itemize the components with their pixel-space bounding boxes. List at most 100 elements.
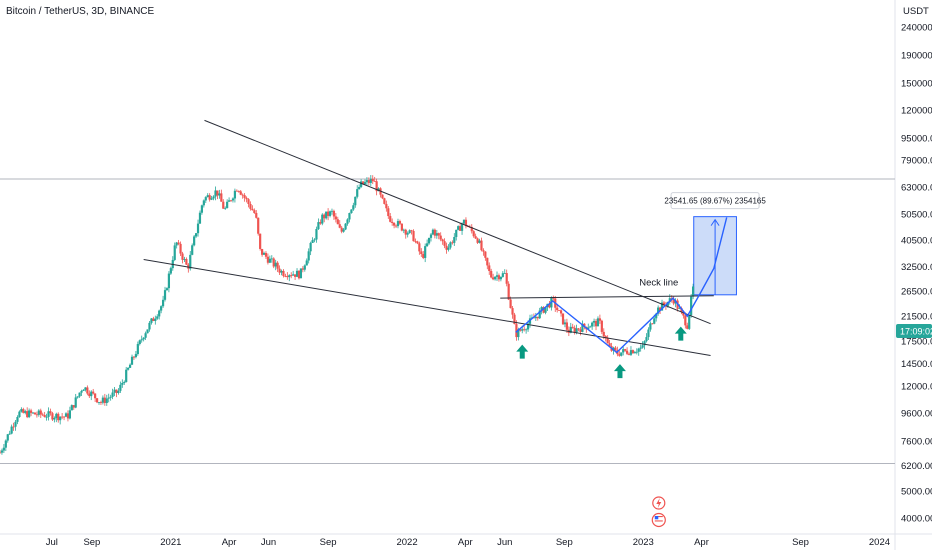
candle-body <box>587 327 590 330</box>
candle-body <box>253 210 256 213</box>
candle-body <box>354 196 357 206</box>
candle-body <box>72 405 75 408</box>
candle-body <box>95 398 99 403</box>
candle-body <box>49 411 52 414</box>
candle-body <box>161 299 165 307</box>
candle-body <box>224 207 227 209</box>
candle-body <box>600 320 603 332</box>
projection-arrowhead <box>710 218 720 226</box>
time-tick-label: 2023 <box>633 537 654 548</box>
candle-body <box>453 236 456 243</box>
candle-body <box>247 199 250 204</box>
trendline-group[interactable] <box>143 119 714 356</box>
candle-body <box>276 262 279 269</box>
time-tick-label: Apr <box>222 537 237 548</box>
candle-body <box>29 410 33 413</box>
candle-body <box>332 210 336 217</box>
candle-body <box>393 223 396 226</box>
candle-body <box>542 307 545 313</box>
candle-body <box>28 410 31 418</box>
candle-body <box>173 245 176 260</box>
candle-body <box>367 180 370 183</box>
candle-body <box>369 178 372 183</box>
candle-body <box>113 389 116 393</box>
candle-body <box>536 316 539 319</box>
candle-body <box>431 229 435 235</box>
candle-body <box>509 299 512 309</box>
up-arrow-icon <box>674 326 687 341</box>
candle-body <box>226 201 229 208</box>
candle-body <box>658 307 662 311</box>
event-badges[interactable] <box>651 496 666 528</box>
candle-body <box>344 223 347 230</box>
currency-label: USDT <box>903 6 929 17</box>
candle-body <box>169 268 172 274</box>
candle-body <box>521 329 524 331</box>
candle-body <box>249 203 252 209</box>
candle-body <box>330 210 334 212</box>
pattern-path-group[interactable] <box>515 217 728 354</box>
candle-body <box>544 307 547 313</box>
candle-body <box>268 258 271 263</box>
candle-body <box>507 283 510 300</box>
trendline-neckline <box>500 295 714 299</box>
candle-body <box>573 327 576 333</box>
projection-box <box>693 216 737 296</box>
price-axis[interactable]: 240000.00 190000.00 150000.00 120000.00 9500… <box>896 22 932 524</box>
candle-body <box>22 409 25 413</box>
candle-body <box>426 243 429 247</box>
candle-body <box>606 338 609 344</box>
candle-body <box>583 323 586 327</box>
candle-body <box>313 239 316 241</box>
candle-body <box>602 331 605 337</box>
candle-body <box>637 348 640 352</box>
candle-body <box>82 389 85 392</box>
candle-body <box>175 242 178 246</box>
candle-body <box>651 323 654 325</box>
candle-body <box>212 196 215 199</box>
candle-body <box>158 310 161 317</box>
candle-body <box>237 190 240 192</box>
candle-body <box>478 240 481 243</box>
candle-body <box>668 298 671 302</box>
candle-body <box>346 219 349 224</box>
candle-body <box>119 384 122 391</box>
candle-body <box>525 329 528 331</box>
candle-body <box>385 203 388 209</box>
candle-body <box>163 290 167 300</box>
candle-body <box>208 195 211 200</box>
trendline-lower-descending <box>143 258 711 356</box>
candle-body <box>365 180 369 183</box>
candle-body <box>493 276 497 280</box>
candle-body <box>622 349 625 353</box>
candle-body <box>47 411 50 417</box>
price-tick-label: 5000.00 <box>901 487 932 498</box>
time-tick-label: Jun <box>261 537 276 548</box>
candle-body <box>591 322 594 327</box>
price-tick-label: 240000.00 <box>901 22 932 33</box>
candle-body <box>86 387 89 394</box>
candle-body <box>92 391 95 394</box>
candle-body <box>614 347 617 351</box>
candle-body <box>156 316 159 319</box>
candle-body <box>146 329 149 334</box>
plot-area[interactable] <box>0 0 895 534</box>
candle-body <box>686 325 689 329</box>
price-tick-label: 12000.00 <box>901 382 932 393</box>
price-tick-label: 21500.00 <box>901 312 932 323</box>
time-axis[interactable]: Jul Sep 2021 Apr Jun Sep 2022 Apr Jun Sep 2023 Apr S… <box>46 537 890 548</box>
candle-body <box>538 310 541 319</box>
candle-body <box>88 393 91 397</box>
candle-body <box>410 230 413 232</box>
annotations: Neck line 23541.65 (89.67%) 2354165 <box>639 192 766 288</box>
candle-body <box>618 354 621 356</box>
candle-body <box>439 235 442 240</box>
candle-body <box>377 188 380 192</box>
candle-body <box>594 320 598 327</box>
candle-body <box>400 223 403 231</box>
candle-body <box>196 223 200 234</box>
price-tick-label: 4000.00 <box>901 513 932 524</box>
candle-body <box>90 391 93 397</box>
